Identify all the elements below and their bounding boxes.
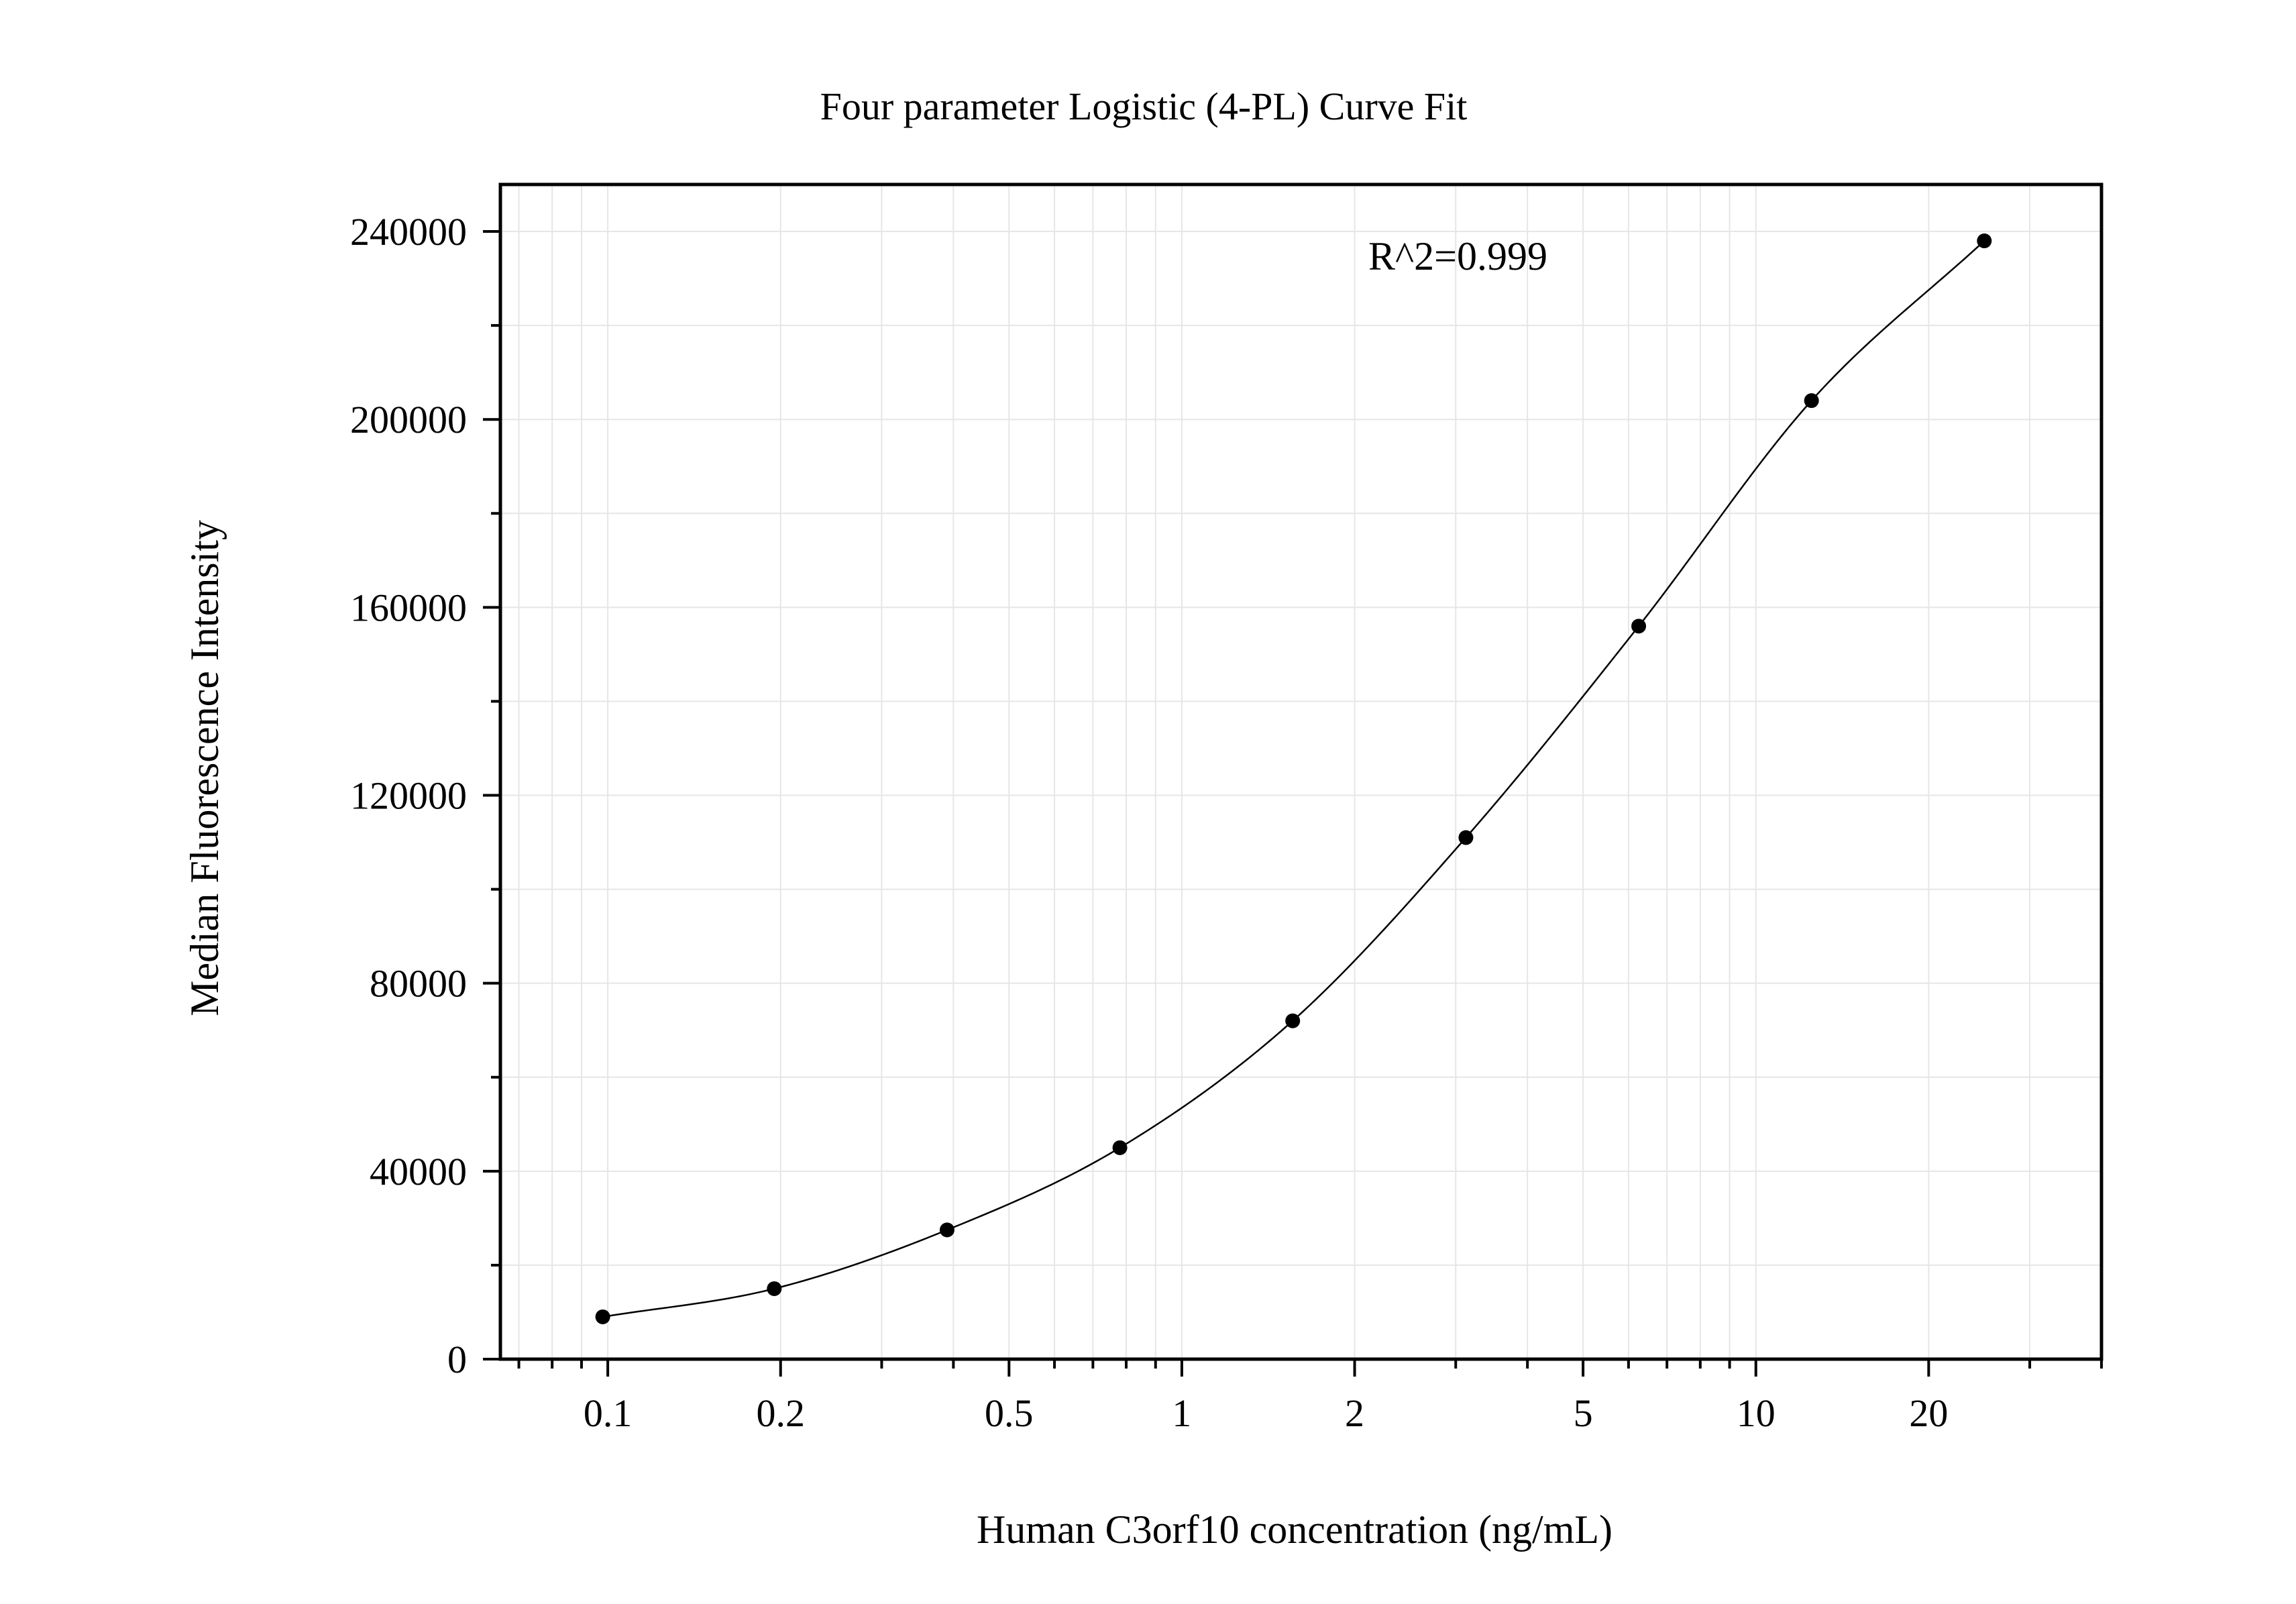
y-tick-label: 200000 xyxy=(350,398,467,441)
data-point xyxy=(767,1281,782,1296)
r-squared-annotation: R^2=0.999 xyxy=(1368,234,1547,278)
chart-title: Four parameter Logistic (4-PL) Curve Fit xyxy=(820,85,1468,128)
data-points xyxy=(595,233,1992,1324)
axis-ticks xyxy=(483,230,2103,1377)
plot-frame xyxy=(498,182,2103,1361)
grid-major xyxy=(500,231,2101,1266)
data-point xyxy=(1285,1013,1301,1028)
grid-minor xyxy=(518,184,2102,1359)
data-point xyxy=(1112,1140,1128,1155)
x-tick-label: 10 xyxy=(1737,1391,1775,1435)
y-tick-label: 80000 xyxy=(370,962,467,1006)
y-axis-label: Median Fluorescence Intensity xyxy=(182,520,227,1016)
x-tick-label: 5 xyxy=(1574,1391,1593,1435)
y-tick-label: 120000 xyxy=(350,774,467,818)
y-tick-label: 240000 xyxy=(350,210,467,254)
y-tick-label: 0 xyxy=(447,1338,467,1381)
x-tick-label: 1 xyxy=(1172,1391,1191,1435)
x-tick-label: 20 xyxy=(1909,1391,1948,1435)
data-point xyxy=(1631,619,1647,634)
tick-labels: 0.1 0.2 0.5 1 2 5 10 20 0 40000 80000 120000 160000 2… xyxy=(350,210,1948,1435)
x-tick-label: 0.2 xyxy=(756,1391,805,1435)
data-point xyxy=(595,1309,610,1324)
data-point xyxy=(939,1222,954,1238)
data-point xyxy=(1977,233,1992,249)
x-tick-label: 0.1 xyxy=(584,1391,633,1435)
y-tick-label: 160000 xyxy=(350,586,467,629)
x-tick-label: 2 xyxy=(1345,1391,1364,1435)
data-point xyxy=(1804,393,1819,409)
x-axis-label: Human C3orf10 concentration (ng/mL) xyxy=(977,1507,1612,1552)
y-tick-label: 40000 xyxy=(370,1150,467,1193)
x-tick-label: 0.5 xyxy=(985,1391,1034,1435)
fit-curve xyxy=(602,240,1985,1318)
data-point xyxy=(1458,830,1474,845)
